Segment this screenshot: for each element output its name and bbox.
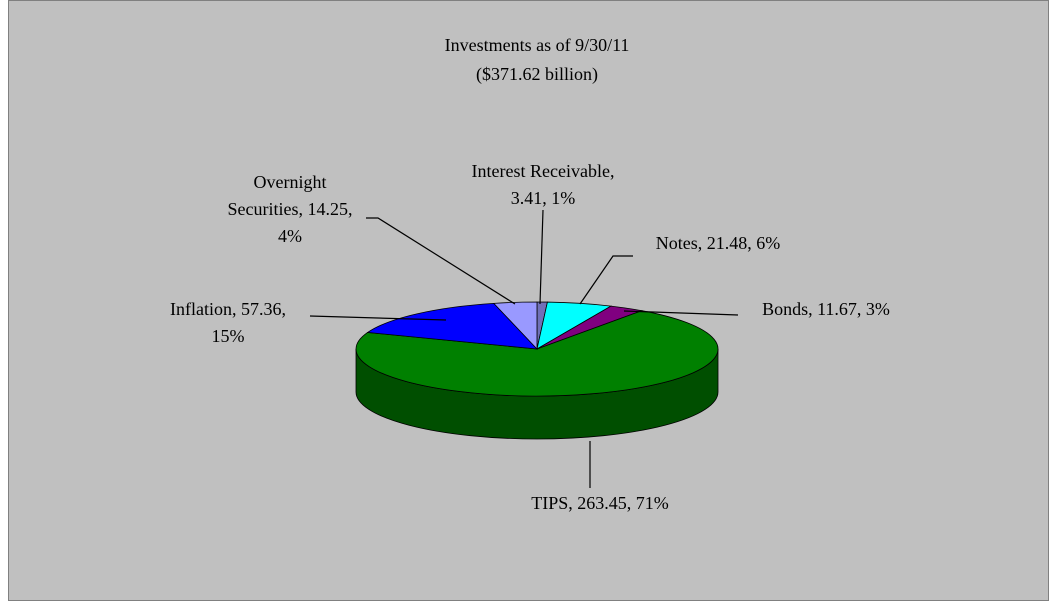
slice [355,310,719,397]
data-label: TIPS, 263.45, 71% [531,493,669,513]
leader-line [623,310,739,316]
leader-line [539,209,544,305]
data-label: Overnight Securities, 14.25, 4% [227,172,353,246]
slice [492,301,538,351]
slice [366,302,539,350]
leader-line [309,315,447,321]
data-label: Notes, 21.48, 6% [655,233,781,253]
data-label: Inflation, 57.36, 15% [170,299,286,346]
chart-area [8,0,1049,601]
chart-subtitle: ($371.62 billion) [476,64,598,84]
leader-line [366,217,516,305]
data-label: Bonds, 11.67, 3% [762,299,890,319]
data-label: Interest Receivable, 3.41, 1% [471,161,615,208]
leader-line [579,255,633,305]
chart-title: Investments as of 9/30/11 [444,35,630,55]
